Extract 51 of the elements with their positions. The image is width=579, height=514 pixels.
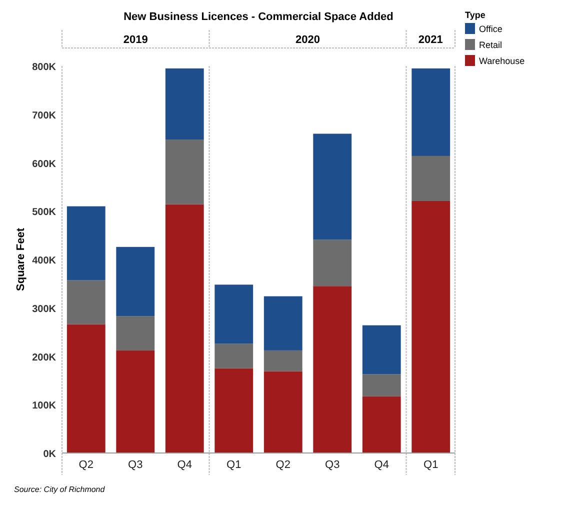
y-tick-label: 500K [32,207,57,218]
bar [66,324,106,453]
bar [313,240,352,286]
bar [214,368,254,453]
bar [264,296,302,350]
x-tick-label: Q2 [78,459,94,471]
bar [264,371,302,453]
text: 2020 [296,34,320,46]
bar [362,374,401,396]
legend-title: Type [465,10,486,20]
y-tick-label: 300K [32,304,57,315]
x-tick-label: Q1 [424,459,438,471]
x-tick-label: Q3 [128,459,143,471]
bar [214,344,254,368]
y-tick-label: 0K [43,449,57,460]
text: 2021 [418,34,443,46]
x-tick-label: Q1 [226,459,242,471]
source-note: Source: City of Richmond [14,485,106,494]
bar [412,156,450,201]
x-tick-label: Q2 [276,459,290,471]
legend-label: Retail [479,40,502,50]
bar [165,204,204,453]
y-tick-label: 200K [32,352,57,364]
bar [412,200,450,453]
y-tick-label: 800K [32,62,57,73]
y-tick-label: 600K [32,158,57,170]
bar [116,316,155,350]
x-tick-label: Q4 [374,459,389,471]
bar [362,396,401,453]
bar [165,68,204,140]
bar [116,350,155,453]
bar [66,206,106,280]
bar [214,284,254,344]
legend-label: Office [479,24,502,34]
bar [313,134,352,240]
y-tick-label: 100K [32,400,57,412]
bar [116,246,155,316]
text: 2019 [123,34,148,46]
y-tick-label: 700K [32,110,57,122]
bar [264,350,302,372]
bar [313,286,352,453]
x-tick-label: Q4 [177,459,192,471]
legend-label: Warehouse [479,56,525,66]
x-tick-label: Q3 [325,459,340,471]
bar [362,325,401,374]
bar [412,68,450,156]
y-axis-title: Square Feet [15,228,27,291]
y-tick-label: 400K [32,256,57,266]
chart-title: New Business Licences - Commercial Space Added [124,11,394,23]
bar [165,140,204,204]
bar [66,280,106,324]
